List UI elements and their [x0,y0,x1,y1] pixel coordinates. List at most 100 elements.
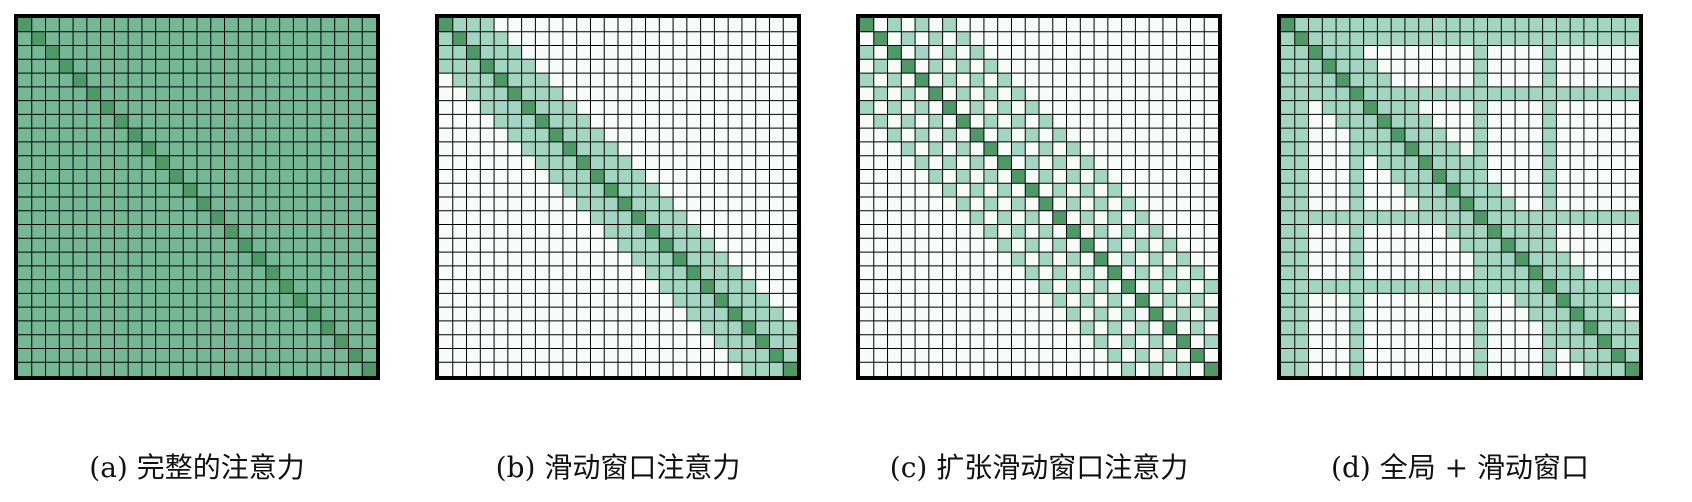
attention-cell [1418,334,1433,349]
attention-cell [155,307,170,321]
attention-cell [604,169,618,184]
attention-cell [210,45,225,60]
attention-cell [741,197,756,211]
attention-cell [59,100,74,115]
attention-cell [1542,45,1557,60]
attention-cell [1625,31,1639,46]
attention-cell [645,114,660,129]
attention-cell [1432,73,1447,87]
attention-cell [873,59,888,74]
attention-cell [1294,210,1309,225]
attention-cell [673,197,687,211]
attention-cell [155,59,170,74]
attention-cell [535,224,550,239]
attention-cell [521,334,536,349]
attention-cell [997,155,1012,170]
attention-cell [673,100,687,115]
attention-cell [1294,252,1309,266]
attention-cell [928,128,943,142]
attention-cell [59,348,74,363]
attention-cell [1308,334,1323,349]
attention-cell [494,238,508,253]
attention-cell [887,31,902,46]
attention-cell [769,45,784,60]
attention-cell [279,18,294,32]
attention-cell [141,334,156,349]
attention-cell [769,224,784,239]
attention-cell [562,224,577,239]
attention-cell [1501,279,1516,294]
attention-cell [590,169,605,184]
attention-cell [618,252,632,266]
attention-cell [362,18,376,32]
attention-cell [860,128,874,142]
attention-cell [210,18,225,32]
attention-cell [452,265,467,280]
attention-cell [1487,279,1502,294]
attention-cell [307,86,321,101]
attention-cell [1135,155,1150,170]
attention-cell [1121,348,1136,363]
attention-cell [293,238,308,253]
attention-cell [887,183,902,197]
attention-cell [1149,86,1163,101]
attention-cell [1583,224,1598,239]
attention-cell [887,169,902,184]
attention-cell [1611,128,1626,142]
attention-cell [997,252,1012,266]
attention-cell [238,114,253,129]
attention-cell [224,197,239,211]
attention-cell [334,73,349,87]
attention-cell [1460,18,1474,32]
attention-cell [279,320,294,335]
attention-cell [466,73,481,87]
attention-cell [1349,307,1364,321]
attention-cell [320,45,335,60]
attention-cell [334,210,349,225]
attention-cell [915,238,929,253]
attention-cell [1446,224,1460,239]
attention-cell [320,210,335,225]
attention-cell [645,362,660,376]
attention-cell [1542,128,1557,142]
attention-cell [18,197,32,211]
attention-cell [1432,252,1447,266]
attention-cell [618,334,632,349]
attention-cell [1294,320,1309,335]
attention-cell [1473,73,1488,87]
attention-cell [1404,169,1419,184]
attention-cell [155,45,170,60]
attention-cell [1281,100,1295,115]
caption-dilated-sliding-window-attention: (c) 扩张滑动窗口注意力 [889,451,1189,484]
attention-cell [128,265,142,280]
attention-cell [1080,293,1095,308]
attention-cell [439,362,453,376]
attention-cell [1556,155,1571,170]
attention-cell [362,197,376,211]
attention-cell [1501,224,1516,239]
attention-cell [1501,100,1516,115]
attention-cell [631,265,646,280]
attention-cell [1162,238,1177,253]
attention-cell [1515,320,1529,335]
attention-cell [1446,18,1460,32]
attention-cell [728,210,742,225]
attention-cell [1107,155,1122,170]
attention-cell [279,31,294,46]
attention-cell [494,265,508,280]
attention-cell [86,279,101,294]
attention-cell [1583,197,1598,211]
attention-cell [956,86,971,101]
attention-cell [1542,73,1557,87]
attention-cell [210,265,225,280]
attention-cell [590,197,605,211]
attention-cell [1025,18,1039,32]
attention-cell [183,334,197,349]
attention-cell [197,279,211,294]
attention-cell [320,197,335,211]
attention-cell [1162,252,1177,266]
attention-cell [73,320,87,335]
attention-cell [942,141,957,156]
attention-cell [604,73,618,87]
attention-cell [1308,45,1323,60]
